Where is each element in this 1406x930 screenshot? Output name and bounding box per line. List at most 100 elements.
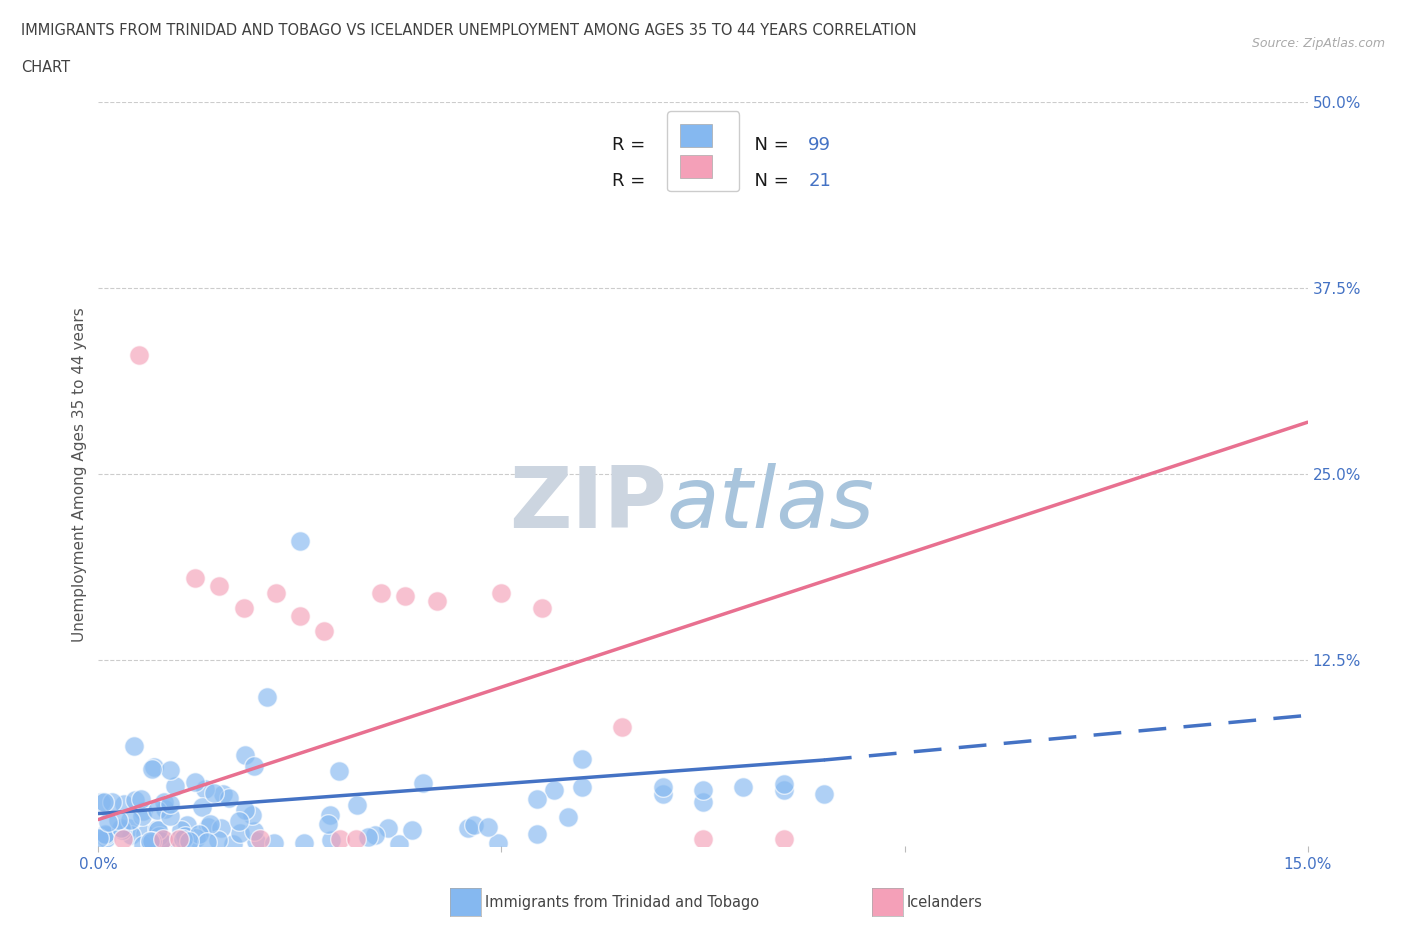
Point [218, 790, 240, 805]
Point [692, 782, 714, 797]
Point [155, 833, 177, 848]
Point [134, 826, 156, 841]
Point [122, 738, 145, 753]
Point [184, 775, 207, 790]
Point [256, 690, 278, 705]
Point [233, 803, 256, 817]
Point [388, 836, 411, 851]
Point [165, 779, 187, 794]
Text: 99: 99 [808, 136, 831, 153]
Y-axis label: Unemployment Among Ages 35 to 44 years: Unemployment Among Ages 35 to 44 years [72, 307, 87, 642]
Point [145, 821, 167, 836]
Point [209, 820, 232, 835]
Point [319, 807, 342, 822]
Point [412, 776, 434, 790]
Point [132, 804, 155, 818]
Text: 21: 21 [808, 172, 831, 191]
Point [426, 593, 449, 608]
Point [249, 831, 271, 846]
Point [94, 828, 117, 843]
Point [221, 836, 243, 851]
Point [139, 836, 162, 851]
Point [145, 803, 167, 817]
Point [557, 809, 579, 824]
Point [143, 760, 166, 775]
Text: Source: ZipAtlas.com: Source: ZipAtlas.com [1251, 37, 1385, 50]
Point [772, 777, 794, 791]
Point [141, 761, 163, 776]
Point [233, 748, 256, 763]
Point [263, 835, 285, 850]
Point [612, 720, 634, 735]
Point [242, 758, 264, 773]
Point [191, 799, 214, 814]
Point [394, 589, 416, 604]
Point [150, 833, 173, 848]
Point [101, 794, 124, 809]
Point [174, 829, 197, 844]
Text: Immigrants from Trinidad and Tobago: Immigrants from Trinidad and Tobago [485, 895, 759, 910]
Point [346, 797, 368, 812]
Point [129, 791, 152, 806]
Point [128, 348, 150, 363]
Text: CHART: CHART [21, 60, 70, 75]
Point [197, 819, 219, 834]
Point [357, 830, 380, 844]
Point [243, 824, 266, 839]
Point [211, 787, 233, 802]
Text: IMMIGRANTS FROM TRINIDAD AND TOBAGO VS ICELANDER UNEMPLOYMENT AMONG AGES 35 TO 4: IMMIGRANTS FROM TRINIDAD AND TOBAGO VS I… [21, 23, 917, 38]
Point [571, 779, 593, 794]
Point [486, 835, 509, 850]
Point [184, 830, 207, 845]
Point [195, 835, 218, 850]
Point [463, 817, 485, 832]
Point [172, 832, 194, 847]
Point [344, 831, 367, 846]
Point [112, 797, 135, 812]
Point [733, 779, 755, 794]
Point [176, 817, 198, 832]
Point [364, 828, 387, 843]
Point [228, 814, 250, 829]
Point [110, 820, 132, 835]
Text: R =: R = [613, 136, 651, 153]
Point [152, 795, 174, 810]
Point [288, 608, 311, 623]
Point [111, 831, 134, 846]
Point [90, 795, 112, 810]
Text: R =: R = [613, 172, 651, 191]
Point [87, 830, 110, 845]
Point [198, 817, 221, 831]
Point [208, 578, 231, 593]
Point [772, 831, 794, 846]
Point [292, 835, 315, 850]
Point [491, 586, 513, 601]
Point [526, 792, 548, 807]
Point [120, 828, 142, 843]
Point [245, 833, 267, 848]
Point [94, 827, 117, 842]
Point [329, 831, 352, 846]
Point [530, 601, 553, 616]
Point [94, 830, 117, 845]
Point [264, 586, 287, 601]
Point [457, 820, 479, 835]
Point [124, 792, 146, 807]
Point [179, 833, 201, 848]
Point [401, 822, 423, 837]
Point [240, 808, 263, 823]
Text: N =: N = [742, 172, 794, 191]
Point [377, 821, 399, 836]
Point [155, 801, 177, 816]
Point [692, 794, 714, 809]
Point [772, 782, 794, 797]
Point [139, 833, 162, 848]
Point [146, 823, 169, 838]
Point [131, 808, 153, 823]
Point [141, 833, 163, 848]
Point [184, 571, 207, 586]
Point [328, 764, 350, 778]
Point [169, 822, 191, 837]
Point [692, 831, 714, 846]
Point [543, 783, 565, 798]
